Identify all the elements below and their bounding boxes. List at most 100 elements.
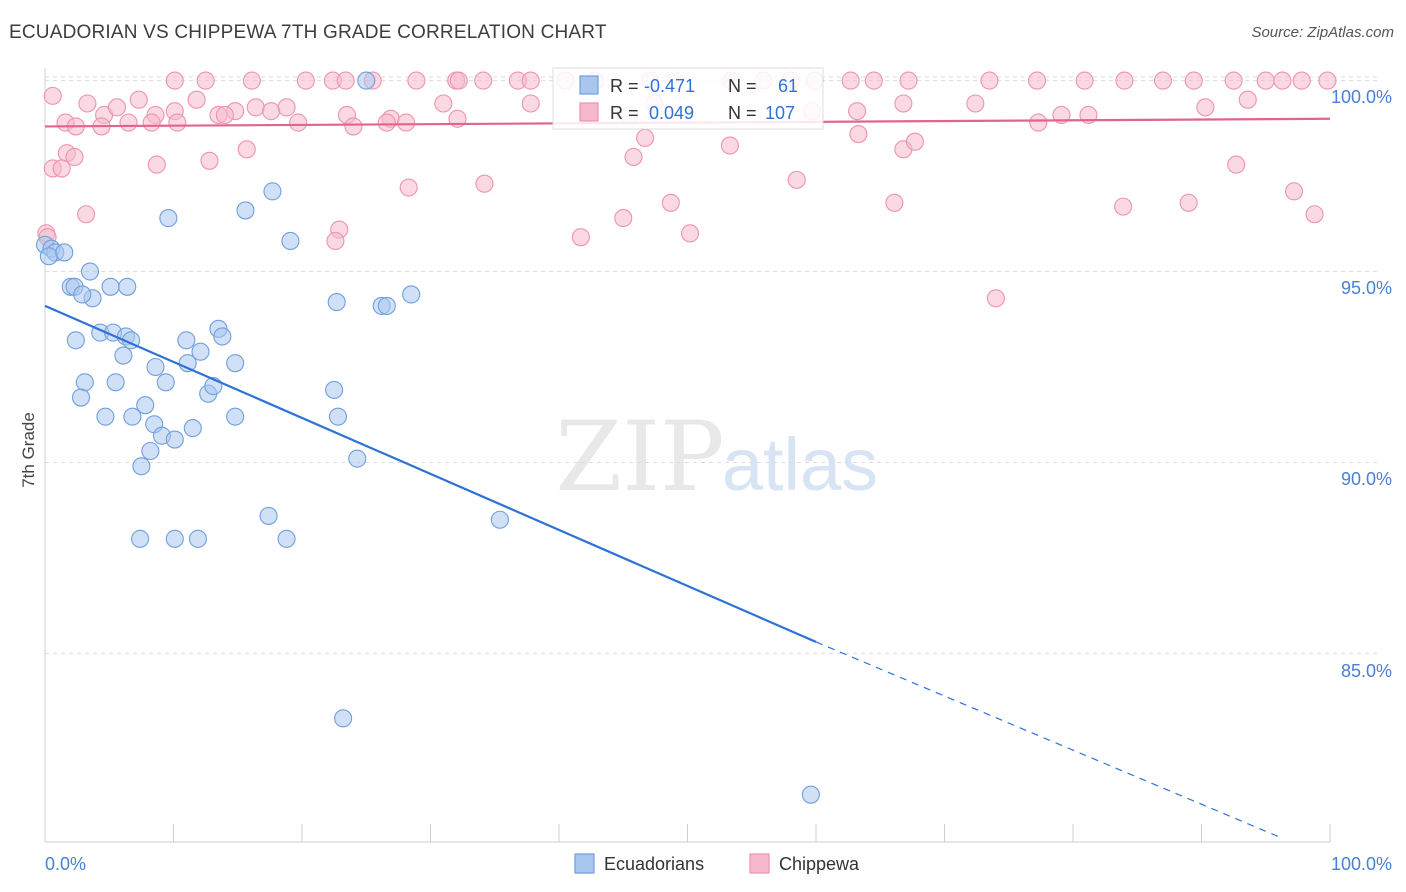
point-chippewa-5 (336, 71, 355, 90)
legend-n-label-ecuadorians: N = (728, 76, 757, 96)
point-ecuadorians-12 (357, 71, 376, 90)
point-chippewa-88 (1284, 182, 1304, 201)
x-tick-label-max: 100.0% (1331, 854, 1392, 874)
watermark-atlas: atlas (722, 423, 878, 506)
point-ecuadorians-13 (159, 209, 178, 228)
point-ecuadorians-34 (75, 373, 94, 392)
point-chippewa-72 (849, 125, 868, 144)
point-ecuadorians-55 (131, 529, 150, 548)
stats-legend: R = -0.471 N = 61 R = 0.049 N = 107 (552, 67, 824, 130)
point-ecuadorians-56 (165, 529, 184, 548)
point-chippewa-3 (296, 71, 315, 90)
legend-r-value-chippewa: 0.049 (649, 103, 694, 123)
legend-r-label-chippewa: R = (610, 103, 639, 123)
legend-swatch-chippewa (579, 102, 599, 122)
point-chippewa-9 (474, 71, 493, 90)
point-ecuadorians-51 (132, 457, 151, 476)
point-chippewa-81 (624, 147, 643, 167)
y-tick-label-85: 85.0% (1341, 661, 1392, 681)
point-chippewa-53 (894, 94, 913, 113)
point-ecuadorians-26 (66, 331, 85, 350)
point-chippewa-97 (1305, 205, 1324, 224)
point-chippewa-89 (77, 205, 96, 224)
point-chippewa-31 (1318, 71, 1337, 90)
source-label: Source: ZipAtlas.com (1251, 24, 1394, 41)
point-chippewa-29 (1273, 71, 1292, 90)
x-tick-label-min: 0.0% (45, 854, 86, 874)
point-chippewa-78 (147, 155, 166, 174)
point-chippewa-41 (187, 90, 206, 109)
point-chippewa-0 (165, 71, 184, 90)
point-ecuadorians-29 (191, 342, 210, 361)
point-ecuadorians-41 (96, 407, 115, 426)
point-chippewa-26 (1184, 71, 1203, 90)
point-ecuadorians-14 (236, 201, 255, 220)
point-ecuadorians-5 (80, 262, 100, 281)
point-chippewa-69 (397, 113, 416, 132)
point-chippewa-75 (1029, 113, 1048, 132)
bottom-legend-label-ecuadorians: Ecuadorians (604, 854, 704, 874)
y-tick-label-90: 90.0% (1341, 469, 1392, 489)
point-chippewa-45 (262, 102, 281, 121)
bottom-legend-swatch-chippewa (749, 853, 770, 874)
point-chippewa-24 (1115, 71, 1134, 90)
point-ecuadorians-49 (183, 419, 202, 438)
point-chippewa-23 (1075, 71, 1094, 90)
point-ecuadorians-46 (328, 407, 348, 426)
point-ecuadorians-19 (377, 296, 396, 315)
legend-n-value-chippewa: 107 (765, 103, 795, 123)
point-chippewa-71 (720, 136, 739, 155)
point-chippewa-21 (980, 71, 999, 90)
point-chippewa-64 (168, 113, 187, 132)
point-chippewa-92 (661, 193, 680, 212)
legend-n-value-ecuadorians: 61 (778, 76, 798, 96)
point-chippewa-62 (119, 113, 138, 132)
point-ecuadorians-11 (73, 285, 92, 304)
point-chippewa-67 (344, 117, 363, 136)
point-ecuadorians-31 (213, 327, 232, 346)
point-ecuadorians-36 (156, 373, 175, 392)
point-chippewa-74 (905, 132, 924, 151)
point-ecuadorians-15 (263, 182, 282, 201)
point-chippewa-1 (196, 71, 215, 90)
point-chippewa-2 (242, 71, 261, 90)
point-chippewa-99 (571, 228, 590, 247)
legend-swatch-ecuadorians (579, 75, 599, 95)
point-chippewa-11 (521, 71, 540, 90)
point-ecuadorians-20 (402, 285, 421, 304)
point-chippewa-85 (399, 178, 418, 197)
chart-title: ECUADORIAN VS CHIPPEWA 7TH GRADE CORRELA… (9, 22, 607, 43)
point-chippewa-20 (899, 71, 918, 90)
bottom-legend-label-chippewa: Chippewa (779, 854, 860, 874)
point-chippewa-82 (1227, 155, 1246, 174)
point-chippewa-103 (43, 86, 62, 105)
point-chippewa-63 (142, 113, 161, 132)
point-chippewa-57 (1196, 98, 1215, 117)
point-chippewa-93 (681, 224, 700, 243)
grid-lines (45, 76, 1380, 654)
point-chippewa-7 (407, 71, 426, 90)
point-chippewa-54 (966, 94, 985, 113)
axes (44, 68, 1331, 843)
point-chippewa-25 (1153, 71, 1172, 90)
point-chippewa-49 (434, 94, 453, 113)
point-chippewa-44 (246, 98, 265, 117)
point-ecuadorians-35 (106, 373, 125, 392)
point-ecuadorians-60 (801, 785, 820, 804)
point-chippewa-50 (521, 94, 540, 113)
point-chippewa-32 (449, 71, 468, 90)
point-chippewa-65 (215, 105, 234, 125)
point-chippewa-70 (636, 128, 655, 147)
point-chippewa-37 (107, 98, 127, 117)
series-legend: Ecuadorians Chippewa (574, 853, 860, 874)
legend-r-label-ecuadorians: R = (610, 76, 639, 96)
point-chippewa-46 (277, 98, 296, 117)
point-ecuadorians-48 (165, 430, 184, 449)
point-chippewa-66 (289, 113, 308, 132)
point-chippewa-95 (1114, 197, 1133, 216)
point-ecuadorians-44 (226, 407, 245, 426)
bottom-legend-swatch-ecuadorians (574, 853, 595, 874)
point-chippewa-38 (129, 90, 148, 109)
point-ecuadorians-3 (39, 247, 58, 266)
